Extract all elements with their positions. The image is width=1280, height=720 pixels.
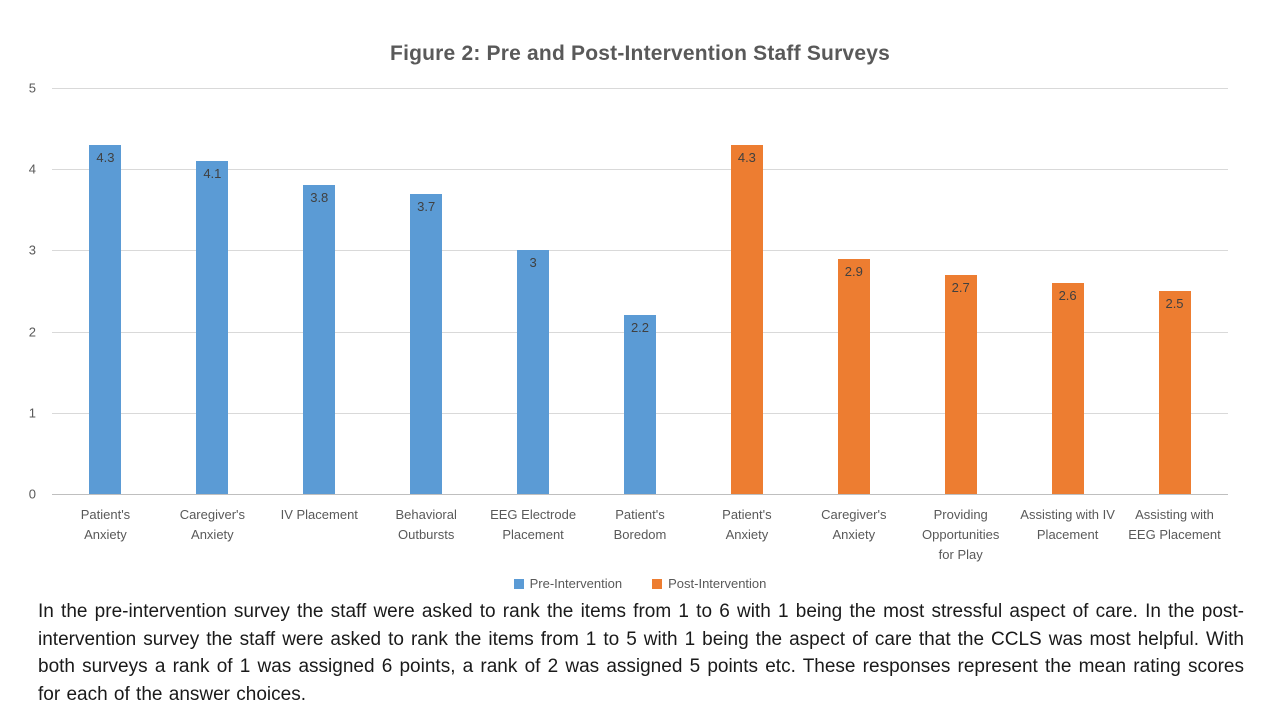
gridline-4 (52, 169, 1228, 171)
y-tick-label-2: 2 (28, 324, 36, 340)
bar-value-label: 2.9 (844, 263, 863, 279)
bar-pre-intervention-patient-s-anxiety: 4.3 (89, 144, 122, 494)
bar-value-label: 3 (529, 255, 537, 271)
y-tick-label-5: 5 (28, 80, 36, 96)
bar-slot: 4.3 (52, 88, 159, 494)
caption-text: In the pre-intervention survey the staff… (38, 601, 1244, 705)
x-axis-line (52, 494, 1228, 495)
x-axis-label-caregiver-s-anxiety: Caregiver's Anxiety (821, 507, 887, 542)
bar-slot: 2.6 (1014, 88, 1121, 494)
bar-post-intervention-caregiver-s-anxiety: 2.9 (837, 258, 870, 494)
bar-post-intervention-providing-opportunities-for-play: 2.7 (944, 274, 977, 494)
bar-value-label: 3.8 (310, 190, 329, 206)
bar-pre-intervention-iv-placement: 3.8 (303, 185, 336, 494)
bar-post-intervention-assisting-with-iv-placement: 2.6 (1051, 282, 1084, 494)
bar-value-label: 3.7 (417, 198, 436, 214)
bar-value-label: 2.6 (1058, 287, 1077, 303)
bar-value-label: 2.5 (1165, 296, 1184, 311)
legend-label: Post-Intervention (668, 576, 767, 591)
legend-item-pre-intervention: Pre-Intervention (513, 576, 623, 591)
bar-pre-intervention-behavioral-outbursts: 3.7 (410, 193, 443, 494)
bars-row: 4.3 4.1 3.8 3.7 3 2.2 4.3 2.9 2.7 2.6 2.5 (52, 88, 1228, 494)
x-axis-labels: Patient's Anxiety Caregiver's Anxiety IV P… (52, 505, 1228, 565)
bar-value-label: 4.3 (737, 149, 756, 165)
chart-title: Figure 2: Pre and Post-Intervention Staf… (390, 42, 890, 65)
legend-item-post-intervention: Post-Intervention (652, 576, 766, 591)
bar-value-label: 2.7 (951, 279, 970, 295)
bar-slot: 3.7 (373, 88, 480, 494)
x-axis-label-patient-s-anxiety: Patient's Anxiety (80, 507, 131, 542)
y-tick-label-4: 4 (28, 161, 36, 177)
bar-slot: 3 (480, 88, 587, 494)
x-axis-label-assisting-with-eeg-placement: Assisting with EEG Placement (1128, 507, 1221, 542)
bar-post-intervention-patient-s-anxiety: 4.3 (730, 144, 763, 494)
bar-post-intervention-assisting-with-eeg-placement: 2.5 (1158, 291, 1191, 494)
legend-swatch-icon (652, 578, 663, 589)
x-axis-label-iv-placement: IV Placement (280, 507, 358, 522)
bar-pre-intervention-patient-s-boredom: 2.2 (623, 315, 656, 494)
bar-slot: 2.7 (907, 88, 1014, 494)
bar-slot: 4.1 (159, 88, 266, 494)
x-axis-label-patient-s-boredom: Patient's Boredom (613, 507, 667, 542)
bar-slot: 2.9 (800, 88, 907, 494)
x-axis-label-patient-s-anxiety: Patient's Anxiety (722, 507, 772, 542)
y-tick-label-0: 0 (28, 486, 36, 502)
bar-slot: 2.5 (1121, 88, 1228, 494)
legend: Pre-Intervention Post-Intervention (0, 576, 1280, 591)
bar-value-label: 4.3 (96, 149, 115, 165)
y-axis: 0 1 2 3 4 5 (0, 81, 44, 502)
bar-slot: 4.3 (693, 88, 800, 494)
legend-label: Pre-Intervention (529, 576, 623, 591)
bar-value-label: 4.1 (203, 166, 222, 182)
x-axis-label-providing-opportunities-for-play: Providing Opportunities for Play (922, 507, 1000, 562)
x-axis-label-eeg-electrode-placement: EEG Electrode Placement (490, 507, 577, 542)
x-axis-label-behavioral-outbursts: Behavioral Outbursts (395, 507, 457, 542)
plot-area: 4.3 4.1 3.8 3.7 3 2.2 4.3 2.9 2.7 2.6 2.5 (52, 88, 1228, 495)
x-axis-label-assisting-with-iv-placement: Assisting with IV Placement (1020, 507, 1115, 542)
gridline-5 (52, 88, 1228, 89)
bar-pre-intervention-caregiver-s-anxiety: 4.1 (196, 161, 229, 494)
y-tick-label-1: 1 (28, 405, 36, 421)
x-axis-label-caregiver-s-anxiety: Caregiver's Anxiety (179, 507, 246, 542)
bar-slot: 2.2 (587, 88, 694, 494)
bar-pre-intervention-eeg-electrode-placement: 3 (517, 250, 550, 494)
legend-swatch-icon (513, 578, 524, 589)
y-tick-label-3: 3 (28, 242, 36, 258)
bar-slot: 3.8 (266, 88, 373, 494)
bar-value-label: 2.2 (630, 320, 650, 336)
gridline-3 (52, 250, 1228, 252)
